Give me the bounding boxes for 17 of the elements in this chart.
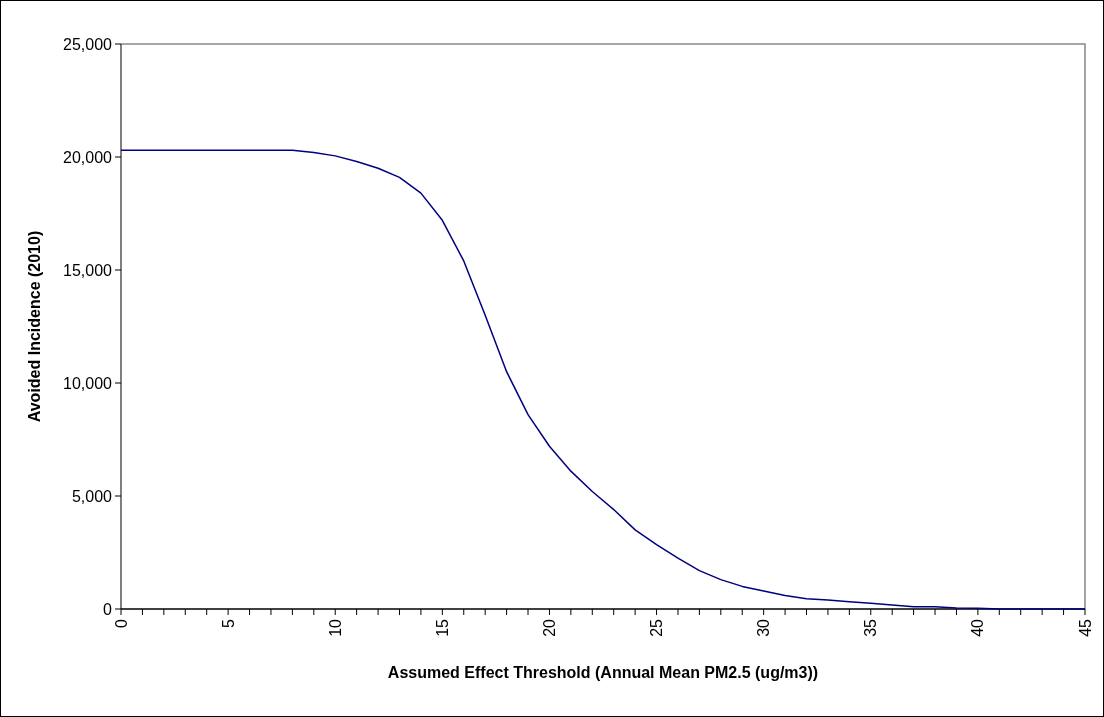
x-tick-label: 45 (1076, 618, 1094, 637)
y-tick-label: 20,000 (63, 148, 113, 166)
y-tick-label: 10,000 (63, 374, 113, 392)
x-tick-label: 40 (969, 618, 987, 637)
y-tick-label: 25,000 (63, 35, 113, 53)
x-tick-label: 30 (755, 618, 773, 637)
x-axis-title: Assumed Effect Threshold (Annual Mean PM2.5 (ug/m3)) (387, 664, 819, 681)
x-tick-label: 0 (112, 618, 130, 628)
x-tick-label: 10 (326, 618, 344, 637)
x-tick-label: 20 (541, 618, 559, 637)
y-axis-title: Avoided Incidence (2010) (26, 230, 43, 423)
x-tick-label: 35 (862, 618, 880, 637)
y-tick-label: 15,000 (63, 261, 113, 279)
y-tick-label: 5,000 (71, 487, 113, 505)
x-tick-label: 15 (433, 618, 451, 637)
x-tick-label: 5 (219, 618, 237, 628)
x-tick-label: 25 (648, 618, 666, 637)
